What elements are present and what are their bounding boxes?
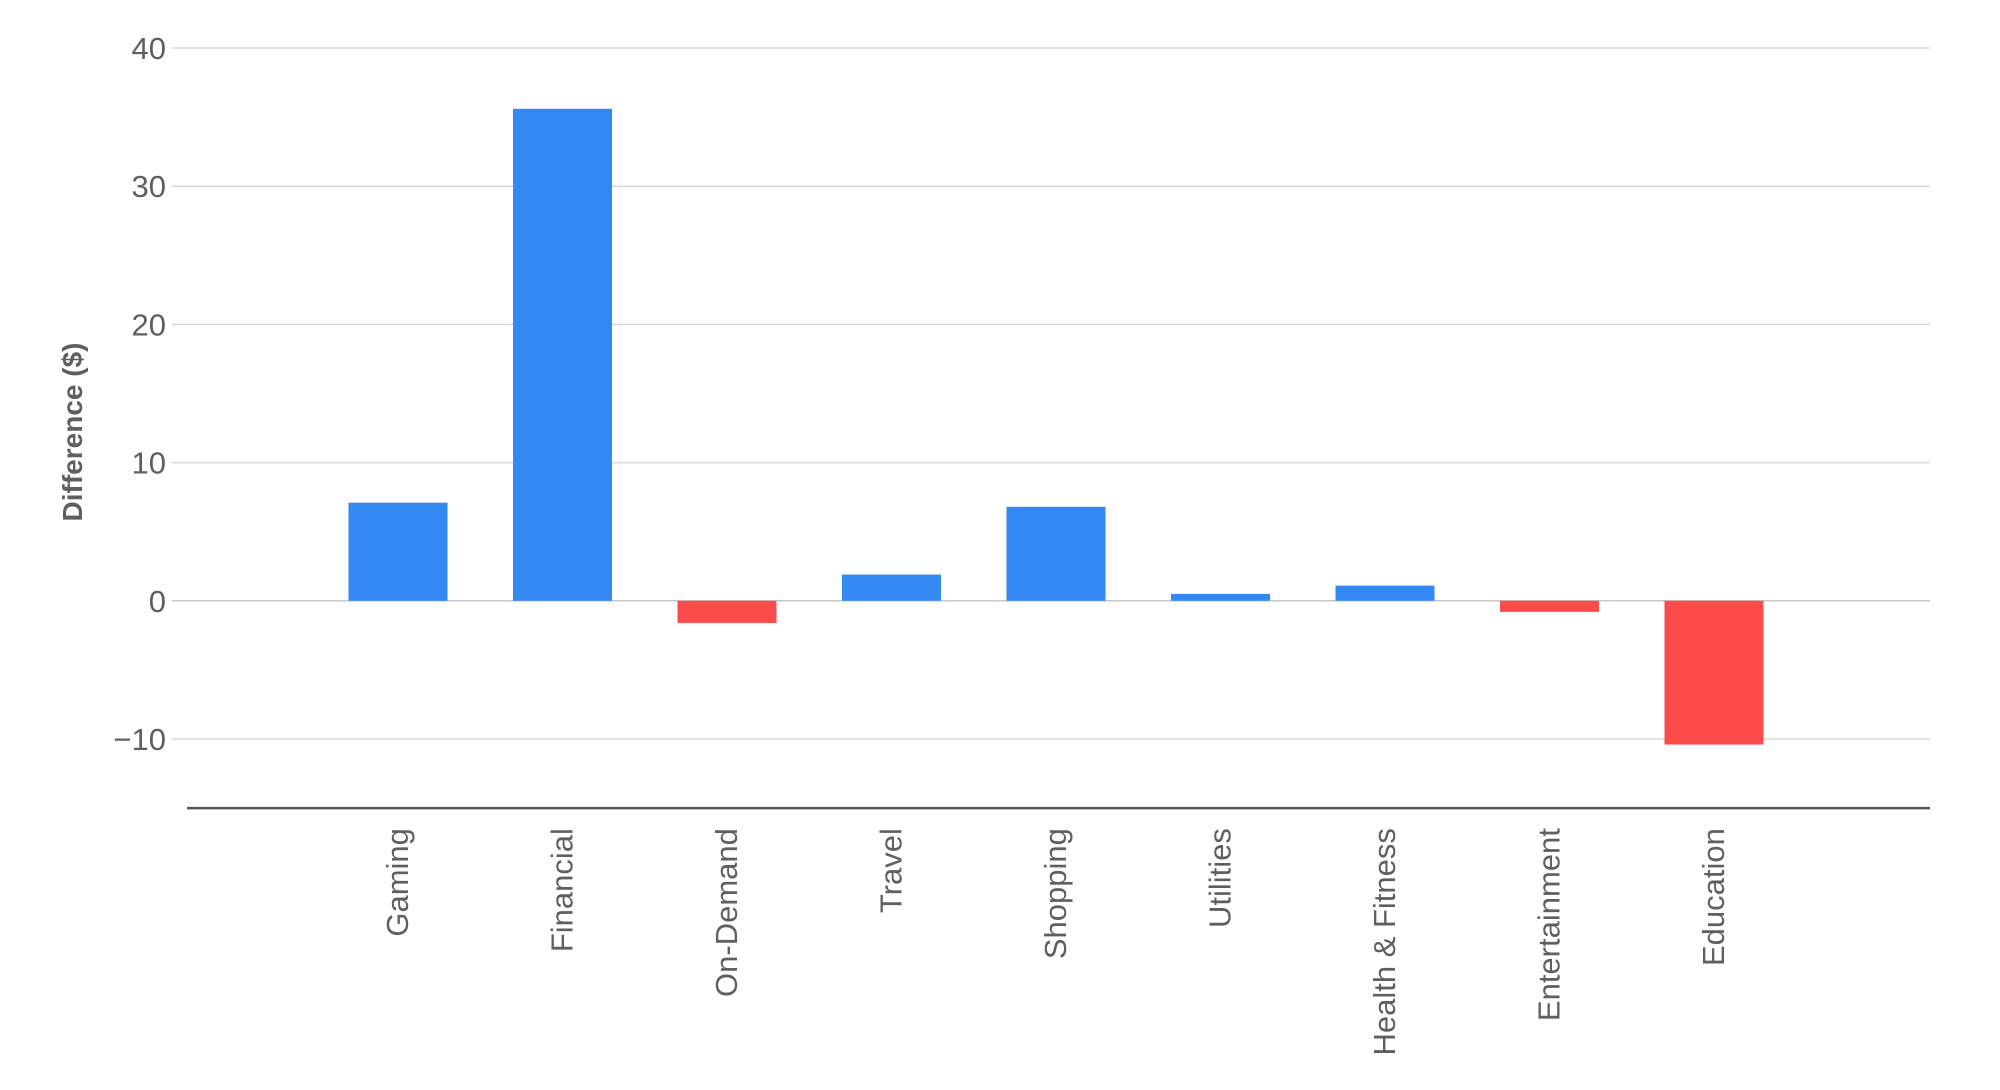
bar-travel — [842, 574, 941, 601]
category-labels: Gaming Financial On-Demand Travel Shopping Ut… — [380, 828, 1731, 1056]
category-label: Financial — [545, 828, 580, 952]
y-tick-label: 0 — [149, 584, 166, 619]
category-label: Health & Fitness — [1367, 828, 1402, 1055]
category-label: Shopping — [1038, 828, 1073, 959]
category-label: Travel — [874, 828, 909, 913]
y-tick-label: 40 — [132, 31, 166, 66]
category-label: Gaming — [380, 828, 415, 937]
y-tick-label: −10 — [113, 722, 166, 757]
bar-education — [1664, 600, 1764, 745]
y-tick-label: 20 — [132, 307, 166, 342]
bars — [348, 108, 1764, 745]
category-label: Education — [1696, 828, 1731, 966]
category-label: Utilities — [1203, 828, 1238, 928]
y-tick-label: 30 — [132, 169, 166, 204]
y-axis-title: Difference ($) — [57, 343, 88, 522]
bar-financial — [513, 108, 612, 601]
category-label: Entertainment — [1532, 828, 1567, 1021]
bar-shopping — [1006, 506, 1106, 601]
bar-health-fitness — [1335, 585, 1435, 601]
y-tick-labels: 40 30 20 10 0 −10 — [113, 31, 166, 757]
bar-entertainment — [1500, 600, 1599, 612]
bar-on-demand — [677, 600, 777, 623]
bar-gaming — [348, 502, 448, 601]
y-tick-label: 10 — [132, 446, 166, 481]
bar-utilities — [1171, 593, 1270, 601]
category-label: On-Demand — [709, 828, 744, 997]
